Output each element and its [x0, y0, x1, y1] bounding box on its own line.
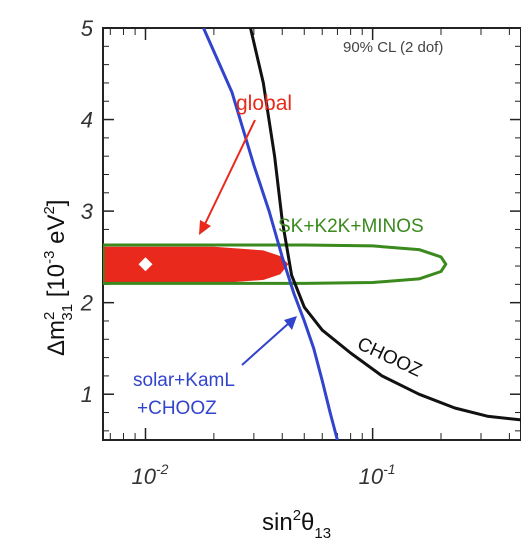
y-axis-title-sup-ev: 2: [41, 206, 58, 214]
x-tick-label: 10-2: [131, 461, 168, 489]
y-axis-title-sub31: 31: [59, 304, 76, 321]
label-solar-line1: solar+KamL: [133, 370, 235, 391]
x-axis-title-sub: 13: [314, 525, 331, 542]
series-layer: [103, 28, 521, 440]
plot-frame: [102, 27, 521, 441]
y-axis-title-sup2: 2: [41, 312, 58, 320]
label-solar-line2: +CHOOZ: [137, 398, 217, 419]
x-axis-title: sin2θ13: [262, 507, 331, 542]
ticks-layer: 1 2 3 4 5 10-2 10-1: [80, 16, 521, 489]
series-global-region: [103, 246, 289, 284]
x-axis-title-theta: θ: [301, 509, 314, 536]
series-chooz-line: [249, 28, 521, 422]
x-tick-label: 10-1: [359, 461, 396, 489]
y-tick-label: 5: [81, 16, 94, 41]
y-axis-title-delta: Δm: [43, 320, 70, 356]
label-sk-k2k-minos: SK+K2K+MINOS: [278, 216, 424, 237]
x-axis-title-sup: 2: [293, 507, 301, 524]
y-axis-title-close: ]: [43, 200, 70, 207]
cl-note: 90% CL (2 dof): [343, 39, 443, 56]
y-tick-label: 1: [81, 382, 93, 407]
y-axis-title: Δm231 [10-3 eV2]: [41, 200, 76, 356]
label-chooz: CHOOZ: [354, 333, 425, 381]
y-axis-title-ev: eV: [43, 215, 70, 251]
x-axis-title-base: sin: [262, 509, 293, 536]
best-fit-marker: [138, 257, 153, 272]
label-global: global: [236, 92, 292, 115]
y-axis-title-exp: -3: [41, 251, 58, 264]
y-tick-label: 2: [80, 291, 93, 316]
series-solar-kaml-chooz-line: [202, 28, 339, 440]
y-tick-label: 4: [81, 108, 93, 133]
arrow-solar: [241, 316, 297, 366]
y-tick-label: 3: [81, 199, 94, 224]
y-axis-title-bracket: [10: [43, 264, 70, 304]
arrow-global: [199, 119, 256, 235]
series-sk-k2k-minos-contour: [103, 243, 448, 285]
